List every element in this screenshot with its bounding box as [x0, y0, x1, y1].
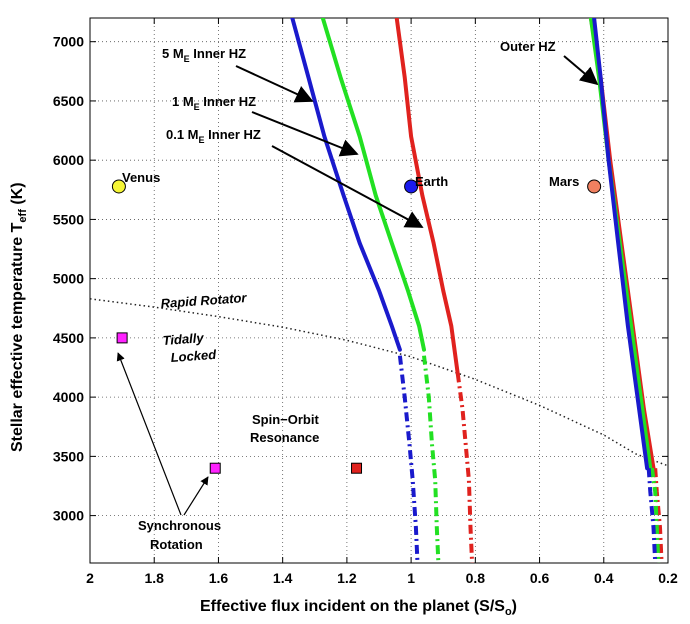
data-points [111, 179, 602, 474]
x-tick-label: 1.6 [209, 570, 229, 586]
point-square-marker [209, 462, 221, 474]
x-tick-label: 0.6 [530, 570, 550, 586]
point-venus [111, 179, 126, 194]
y-tick-label: 6000 [53, 152, 84, 168]
label-outer-hz: Outer HZ [500, 39, 556, 54]
label-inner-hz-01: 0.1 ME Inner HZ [166, 127, 261, 145]
y-tick-label: 7000 [53, 34, 84, 50]
label-inner-hz-5: 5 ME Inner HZ [162, 46, 246, 64]
label-rapid-rotator: Rapid Rotator [160, 290, 248, 311]
label-mars: Mars [549, 174, 579, 189]
y-tick-label: 5000 [53, 271, 84, 287]
point-earth [404, 179, 419, 194]
series-dashed-outer-red [653, 468, 664, 563]
y-tick-label: 6500 [53, 93, 84, 109]
y-axis-label: Stellar effective temperature Teff (K) [9, 182, 29, 452]
point-square-marker [116, 332, 128, 344]
x-tick-label: 1.4 [273, 570, 293, 586]
x-tick-label: 1.8 [144, 570, 164, 586]
series-line-inner-0.1 [394, 18, 460, 376]
rotator-boundary-line [90, 298, 668, 467]
label-venus: Venus [122, 170, 160, 185]
label-spin-orbit: Spin−Orbit [252, 412, 319, 427]
axis-ticks: 2 1.8 1.6 1.4 1.2 1 0.8 0.6 0.4 0.2 3000 3500 4000 45… [53, 18, 678, 586]
y-tick-label: 3000 [53, 508, 84, 524]
label-resonance: Resonance [250, 430, 319, 445]
series-group [90, 18, 668, 563]
x-tick-label: 0.4 [594, 570, 614, 586]
point-mars [587, 179, 602, 194]
label-synchronous: Synchronous [138, 518, 221, 533]
arrow-inner-hz-5 [235, 65, 314, 103]
y-tick-label: 4000 [53, 389, 84, 405]
x-tick-label: 1 [407, 570, 415, 586]
arrow-sync-1 [116, 352, 182, 516]
series-line-inner-1 [320, 18, 426, 352]
arrow-sync-2 [183, 476, 209, 516]
annotations: 5 ME Inner HZ 1 ME Inner HZ 0.1 ME Inner… [116, 39, 599, 552]
arrow-inner-hz-01 [271, 145, 424, 228]
series-dashed-outer-green [649, 467, 661, 563]
label-inner-hz-1: 1 ME Inner HZ [172, 94, 256, 112]
y-tick-label: 5500 [53, 211, 84, 227]
label-tidally: Tidally [162, 330, 205, 348]
series-line-outer-blue [592, 18, 650, 471]
x-tick-label: 2 [86, 570, 94, 586]
arrow-inner-hz-1 [251, 111, 359, 157]
label-earth: Earth [415, 174, 448, 189]
series-dashed-inner-0.1 [455, 373, 475, 563]
series-dashed-outer-blue [646, 468, 658, 563]
arrow-outer-hz [563, 55, 599, 86]
x-tick-label: 0.2 [658, 570, 678, 586]
series-dashed-inner-5 [397, 355, 420, 563]
point-square-marker [351, 462, 363, 474]
label-rotation: Rotation [150, 537, 203, 552]
label-locked: Locked [170, 347, 218, 365]
series-dashed-inner-1 [422, 355, 441, 563]
y-tick-label: 4500 [53, 330, 84, 346]
grid-lines [90, 18, 668, 563]
x-tick-label: 0.8 [466, 570, 486, 586]
x-axis-label: Effective flux incident on the planet (S… [200, 598, 517, 618]
y-tick-label: 3500 [53, 448, 84, 464]
x-tick-label: 1.2 [337, 570, 357, 586]
